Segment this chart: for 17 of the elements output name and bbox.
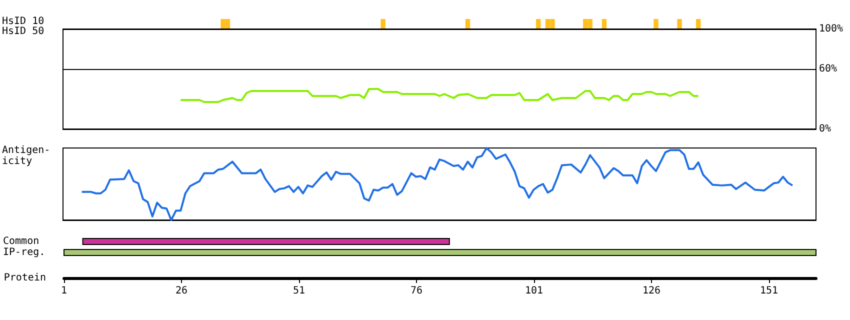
line-series [180, 88, 700, 103]
x-axis-title: Protein [4, 272, 46, 284]
y-tick-label: 0% [819, 124, 832, 134]
x-tick-label: 1 [60, 286, 68, 296]
y-tick-label: IP-reg. [3, 247, 46, 258]
y-axis-title: HsID 50 [2, 26, 44, 37]
x-tick-label: 126 [642, 286, 661, 296]
y-axis-title: Antigen- icity [2, 145, 50, 167]
x-tick-label: 51 [292, 286, 306, 296]
x-tick-label: 151 [760, 286, 778, 296]
y-tick-label: 100% [819, 24, 844, 34]
x-tick-label: 101 [524, 286, 544, 296]
x-tick-label: 26 [175, 286, 188, 296]
x-tick-label: 76 [410, 286, 423, 296]
y-axis-title: HsID 10 [2, 16, 44, 27]
y-tick-label: 60% [819, 64, 838, 74]
y-tick-label: Common [3, 236, 40, 247]
